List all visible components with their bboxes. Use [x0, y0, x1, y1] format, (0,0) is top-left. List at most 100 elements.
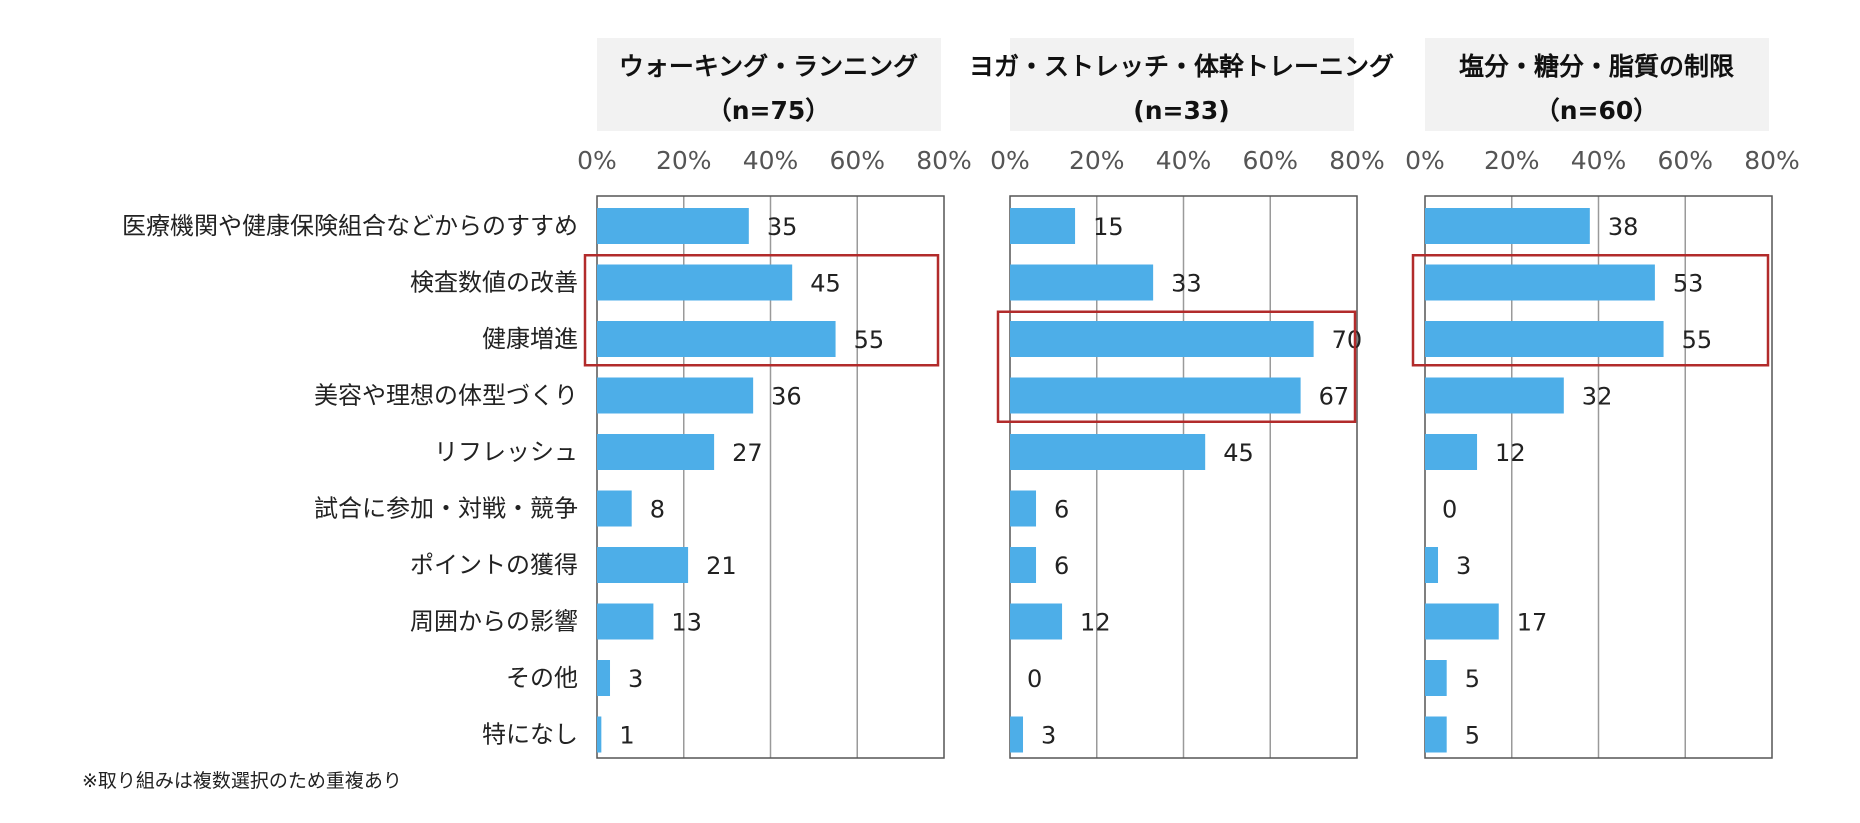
data-label: 15	[1093, 213, 1124, 241]
axis-tick-label: 40%	[1156, 146, 1212, 175]
panel-header-box	[597, 38, 941, 131]
plot-frame	[1009, 195, 1358, 759]
data-label: 13	[671, 609, 702, 637]
data-label: 55	[1682, 326, 1713, 354]
data-label: 6	[1054, 552, 1069, 580]
axis-tick-label: 80%	[916, 146, 972, 175]
plot-frame	[596, 195, 945, 759]
data-label: 33	[1171, 270, 1202, 298]
panel-header-box	[1010, 38, 1354, 131]
category-label: 特になし	[482, 721, 578, 749]
panel-sample-size: (n=33)	[1133, 96, 1229, 125]
panel-2: ヨガ・ストレッチ・体幹トレーニング (n=33) 0% 20% 40% 60% 80% 15 3…	[969, 38, 1394, 759]
data-label: 53	[1673, 270, 1704, 298]
category-labels: 医療機関や健康保険組合などからのすすめ検査数値の改善健康増進美容や理想の体型づく…	[122, 212, 578, 749]
bar	[1010, 490, 1037, 527]
highlight-box	[583, 254, 940, 367]
axis-tick-label: 20%	[1484, 146, 1540, 175]
category-label: 検査数値の改善	[410, 269, 578, 297]
bar	[1425, 321, 1664, 357]
bar	[1425, 716, 1447, 753]
bar	[597, 321, 836, 357]
category-label: 医療機関や健康保険組合などからのすすめ	[122, 212, 578, 240]
panel-title: ウォーキング・ランニング	[619, 52, 918, 81]
bar	[1425, 660, 1447, 696]
axis-tick-label: 80%	[1744, 146, 1800, 175]
axis-tick-label: 80%	[1329, 146, 1385, 175]
bar	[1425, 377, 1564, 414]
data-label: 3	[1041, 722, 1056, 750]
panel-sample-size: （n=60）	[1535, 96, 1659, 125]
category-label: その他	[506, 664, 578, 692]
data-label: 8	[650, 496, 665, 524]
bar	[597, 716, 602, 753]
data-label: 27	[732, 439, 763, 467]
data-label: 0	[1442, 496, 1457, 524]
bar	[597, 208, 749, 244]
axis-tick-label: 60%	[829, 146, 885, 175]
chart-panels: ウォーキング・ランニング（n=75）0% 20% 40% 60% 80%35455536…	[577, 38, 1800, 759]
axis-tick-label: 60%	[1657, 146, 1713, 175]
data-label: 5	[1465, 722, 1480, 750]
bar	[1425, 264, 1655, 301]
data-label: 45	[1223, 439, 1254, 467]
highlight-box	[1411, 254, 1770, 367]
bar	[597, 264, 793, 301]
axis-tick-label: 20%	[1069, 146, 1125, 175]
bar	[1425, 603, 1499, 640]
category-label: 美容や理想の体型づくり	[314, 382, 578, 410]
bar	[597, 377, 754, 414]
panel-header-box	[1425, 38, 1769, 131]
panel-title: 塩分・糖分・脂質の制限	[1459, 52, 1734, 81]
axis-tick-label: 0%	[577, 146, 617, 175]
bar	[1010, 208, 1076, 244]
bar	[1010, 716, 1024, 753]
data-label: 32	[1582, 383, 1613, 411]
bar	[597, 547, 689, 583]
data-label: 6	[1054, 496, 1069, 524]
category-label: ポイントの獲得	[410, 551, 578, 579]
bar	[1010, 547, 1037, 583]
category-label: 周囲からの影響	[410, 608, 578, 636]
data-label: 0	[1027, 665, 1042, 693]
bar	[1425, 208, 1590, 244]
data-label: 1	[619, 722, 634, 750]
axis-tick-label: 60%	[1242, 146, 1298, 175]
category-label: 健康増進	[482, 325, 578, 353]
axis-tick-label: 40%	[1571, 146, 1627, 175]
axis-tick-label: 40%	[743, 146, 799, 175]
axis-tick-label: 0%	[990, 146, 1030, 175]
data-label: 38	[1608, 213, 1639, 241]
panel-title: ヨガ・ストレッチ・体幹トレーニング	[969, 52, 1394, 81]
data-label: 12	[1495, 439, 1526, 467]
highlight-box	[996, 310, 1357, 423]
panel-3: 塩分・糖分・脂質の制限（n=60）0% 20% 40% 60% 80%385355321…	[1405, 38, 1800, 759]
data-label: 21	[706, 552, 737, 580]
footnote: ※取り組みは複数選択のため重複あり	[82, 770, 402, 792]
data-label: 35	[767, 213, 798, 241]
axis-tick-label: 0%	[1405, 146, 1445, 175]
data-label: 12	[1080, 609, 1111, 637]
bar	[1010, 264, 1154, 301]
panel-sample-size: （n=75）	[707, 96, 831, 125]
bar	[597, 603, 654, 640]
plot-frame	[1424, 195, 1773, 759]
category-label: 試合に参加・対戦・競争	[314, 495, 578, 523]
data-label: 55	[854, 326, 885, 354]
data-label: 5	[1465, 665, 1480, 693]
bar	[597, 660, 611, 696]
data-label: 36	[771, 383, 802, 411]
bar	[1010, 603, 1063, 640]
bar	[1425, 547, 1439, 583]
bar	[1010, 377, 1301, 414]
data-label: 70	[1332, 326, 1363, 354]
panel-1: ウォーキング・ランニング （n=75） 0% 20% 40% 60% 80% 35 45 55 36…	[577, 38, 972, 759]
bar	[1010, 321, 1314, 357]
data-label: 67	[1319, 383, 1350, 411]
bar	[597, 434, 715, 470]
category-label: リフレッシュ	[434, 438, 578, 466]
bar	[1010, 434, 1206, 470]
bar	[597, 490, 632, 527]
data-label: 17	[1517, 609, 1548, 637]
